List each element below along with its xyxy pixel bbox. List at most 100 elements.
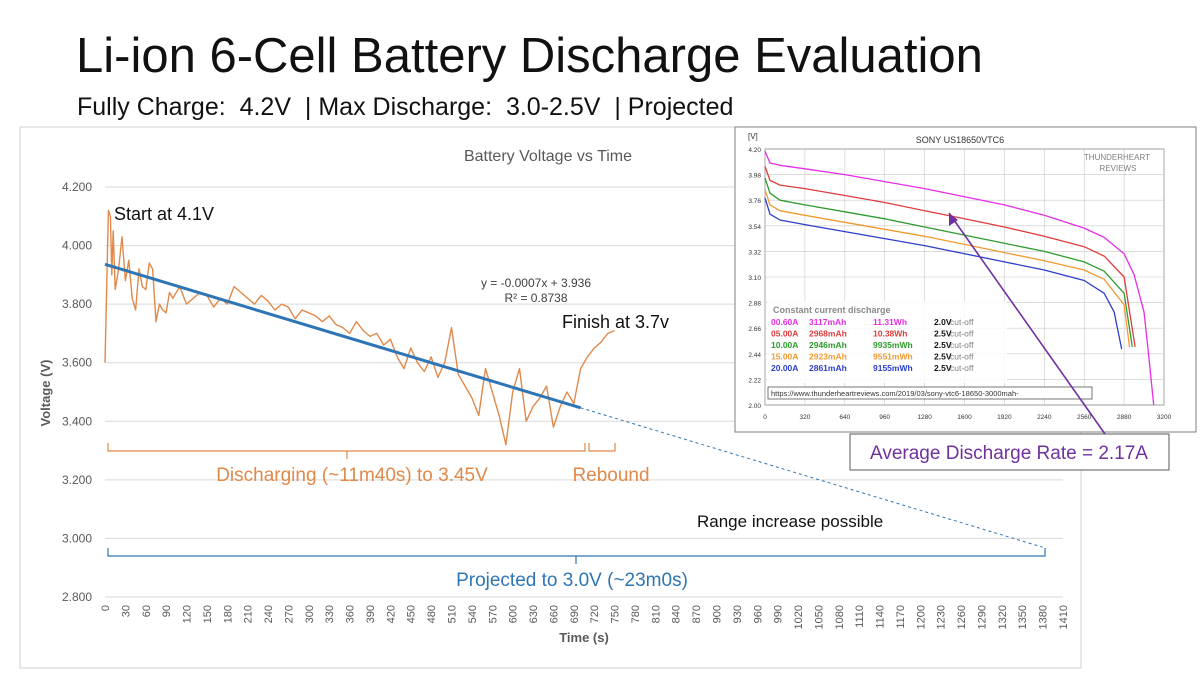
inset-x-tick-label: 640 — [839, 414, 850, 421]
start-annotation: Start at 4.1V — [114, 204, 214, 224]
inset-y-tick-label: 2.66 — [748, 326, 761, 333]
x-tick-label: 1020 — [793, 605, 805, 629]
x-tick-label: 660 — [548, 605, 560, 623]
inset-legend-cell: 2946mAh — [809, 340, 847, 350]
x-tick-label: 600 — [508, 605, 520, 623]
inset-legend-cell: 05.00A — [771, 329, 798, 339]
x-tick-label: 450 — [406, 605, 418, 623]
x-tick-label: 1140 — [875, 605, 887, 629]
inset-url: https://www.thunderheartreviews.com/2019… — [771, 389, 1019, 398]
inset-legend-cell: 10.00A — [771, 340, 798, 350]
inset-x-tick-label: 320 — [799, 414, 810, 421]
x-tick-label: 930 — [732, 605, 744, 623]
inset-legend-cell: 9551mWh — [873, 352, 913, 362]
x-tick-label: 1320 — [997, 605, 1009, 629]
subtitle-prefix: Fully Charge: — [77, 93, 226, 121]
inset-legend-cell: cut-off — [950, 352, 974, 362]
range-annotation: Range increase possible — [697, 512, 883, 531]
x-tick-label: 240 — [263, 605, 275, 623]
x-tick-label: 420 — [385, 605, 397, 623]
inset-legend-cell: 9155mWh — [873, 363, 913, 373]
inset-legend-cell: 2923mAh — [809, 352, 847, 362]
projected-bracket — [107, 548, 1046, 564]
inset-series-line — [764, 166, 1136, 347]
average-rate-label: Average Discharge Rate = 2.17A — [870, 443, 1148, 464]
discharging-annotation: Discharging (~11m40s) to 3.45V — [216, 465, 488, 486]
inset-x-tick-label: 1920 — [997, 414, 1012, 421]
x-tick-label: 360 — [345, 605, 357, 623]
x-tick-label: 1200 — [915, 605, 927, 629]
x-tick-label: 900 — [712, 605, 724, 623]
inset-y-tick-label: 3.98 — [748, 173, 761, 180]
slide-title: Li-ion 6-Cell Battery Discharge Evaluati… — [76, 29, 983, 83]
x-tick-label: 1110 — [854, 605, 866, 628]
x-axis-label: Time (s) — [559, 630, 609, 645]
x-tick-label: 1230 — [936, 605, 948, 629]
x-tick-label: 870 — [691, 605, 703, 623]
x-tick-label: 1080 — [834, 605, 846, 629]
r-squared: R² = 0.8738 — [504, 291, 567, 305]
inset-y-tick-label: 4.20 — [748, 147, 761, 154]
x-tick-label: 780 — [630, 605, 642, 623]
inset-x-tick-label: 1600 — [957, 414, 972, 421]
x-tick-label: 60 — [141, 605, 153, 617]
projection-line — [580, 407, 1043, 548]
inset-series-line — [764, 189, 1131, 347]
inset-y-tick-label: 3.32 — [748, 249, 761, 256]
x-tick-label: 960 — [752, 605, 764, 623]
trend-equation: y = -0.0007x + 3.936 — [481, 276, 591, 290]
x-tick-label: 1410 — [1058, 605, 1070, 629]
inset-y-tick-label: 3.54 — [748, 224, 761, 231]
inset-legend-cell: cut-off — [950, 317, 974, 327]
x-tick-label: 1170 — [895, 605, 907, 629]
inset-legend-cell: 2.5V — [934, 352, 952, 362]
y-tick-label: 4.000 — [62, 239, 92, 253]
inset-legend-cell: 3117mAh — [809, 317, 846, 327]
x-tick-label: 570 — [487, 605, 499, 623]
projected-annotation: Projected to 3.0V (~23m0s) — [456, 570, 688, 591]
watermark-line-1: THUNDERHEART — [1084, 153, 1150, 162]
inset-legend-cell: 00.60A — [771, 317, 798, 327]
inset-series-line — [764, 151, 1155, 406]
inset-y-tick-label: 2.44 — [748, 352, 761, 359]
subtitle-suffix: | Projected — [614, 93, 734, 121]
inset-title: SONY US18650VTC6 — [916, 135, 1004, 145]
x-tick-label: 510 — [447, 605, 459, 623]
inset-x-tick-label: 0 — [763, 414, 767, 421]
x-tick-label: 480 — [426, 605, 438, 623]
x-tick-label: 180 — [222, 605, 234, 623]
average-rate-box — [849, 433, 1170, 471]
x-tick-label: 90 — [161, 605, 173, 617]
y-tick-label: 3.200 — [62, 473, 92, 487]
y-tick-label: 4.200 — [62, 180, 92, 194]
x-tick-label: 210 — [243, 605, 255, 623]
inset-watermark: THUNDERHEART REVIEWS — [1084, 153, 1152, 173]
x-tick-label: 390 — [365, 605, 377, 623]
inset-legend-cell: 2.5V — [934, 329, 952, 339]
average-rate-arrow — [948, 212, 1106, 435]
inset-series-line — [764, 177, 1133, 347]
inset-x-tick-label: 3200 — [1157, 414, 1172, 421]
x-tick-label: 1290 — [977, 605, 989, 629]
trend-line — [104, 262, 582, 410]
x-tick-label: 690 — [569, 605, 581, 623]
inset-legend-cell: 11.31Wh — [873, 317, 907, 327]
inset-x-tick-label: 960 — [879, 414, 890, 421]
watermark-line-2: REVIEWS — [1100, 164, 1137, 173]
discharging-bracket — [107, 443, 586, 459]
inset-legend-cell: 2.0V — [934, 317, 952, 327]
inset-legend-cell: 2861mAh — [809, 363, 847, 373]
x-tick-label: 1380 — [1038, 605, 1050, 629]
x-tick-label: 120 — [182, 605, 194, 623]
x-tick-label: 720 — [589, 605, 601, 623]
inset-legend-cell: 2968mAh — [809, 329, 847, 339]
average-rate-arrowhead — [949, 213, 958, 226]
x-tick-label: 270 — [283, 605, 295, 623]
x-tick-label: 0 — [100, 605, 112, 611]
inset-legend-cell: cut-off — [950, 329, 974, 339]
rebound-annotation: Rebound — [572, 465, 649, 486]
inset-y-tick-label: 3.76 — [748, 198, 761, 205]
inset-legend-cell: 20.00A — [771, 363, 798, 373]
inset-legend-box — [767, 301, 1007, 383]
